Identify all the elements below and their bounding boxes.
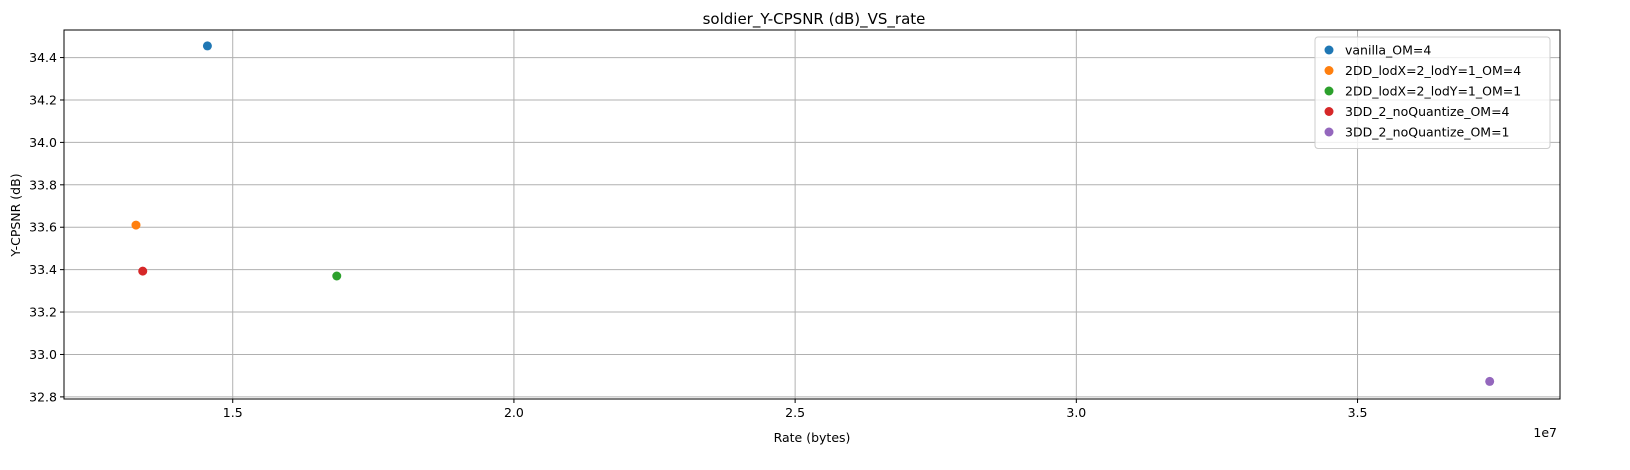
y-tick-label: 34.0 [29, 135, 57, 150]
y-tick-label: 32.8 [29, 389, 57, 404]
y-tick-label: 34.4 [29, 50, 57, 65]
y-tick-label: 34.2 [29, 92, 57, 107]
data-point [138, 266, 148, 276]
x-axis-label: Rate (bytes) [774, 430, 851, 445]
legend-label: vanilla_OM=4 [1345, 43, 1431, 58]
legend-marker [1324, 66, 1334, 75]
grid [64, 30, 1560, 399]
legend-label: 2DD_lodX=2_lodY=1_OM=4 [1345, 63, 1521, 78]
y-tick-label: 33.2 [29, 305, 57, 320]
x-tick-label: 3.5 [1348, 405, 1368, 420]
legend-marker [1324, 107, 1334, 116]
legend: vanilla_OM=4 2DD_lodX=2_lodY=1_OM=4 2DD_lo… [1314, 36, 1551, 149]
chart-title: soldier_Y-CPSNR (dB)_VS_rate [703, 10, 926, 29]
y-tick-label: 33.4 [29, 262, 57, 277]
plot-frame [63, 29, 1561, 400]
legend-marker [1324, 45, 1334, 55]
data-point [1485, 376, 1495, 386]
legend-marker [1324, 127, 1334, 137]
legend-box [1314, 36, 1551, 149]
x-axis-offset-label: 1e7 [1533, 425, 1557, 440]
x-tick-label: 2.0 [504, 405, 524, 420]
x-tick-label: 3.0 [1066, 405, 1086, 420]
y-tick-label: 33.6 [29, 220, 57, 235]
x-tick-label: 1.5 [223, 405, 243, 420]
data-points [131, 41, 1495, 386]
legend-marker [1324, 86, 1334, 96]
data-point [131, 220, 141, 230]
legend-label: 2DD_lodX=2_lodY=1_OM=1 [1345, 84, 1521, 99]
y-axis: 32.8 33.0 33.2 33.4 33.6 33.8 34.0 34.2 34.4 [29, 50, 64, 404]
y-axis-label: Y-CPSNR (dB) [8, 173, 23, 257]
x-tick-label: 2.5 [785, 405, 805, 420]
legend-label: 3DD_2_noQuantize_OM=1 [1345, 125, 1510, 140]
y-tick-label: 33.0 [29, 347, 57, 362]
legend-label: 3DD_2_noQuantize_OM=4 [1345, 104, 1510, 119]
y-tick-label: 33.8 [29, 177, 57, 192]
x-axis: 1.5 2.0 2.5 3.0 3.5 [223, 399, 1368, 420]
data-point [202, 41, 212, 51]
data-point [332, 271, 342, 281]
